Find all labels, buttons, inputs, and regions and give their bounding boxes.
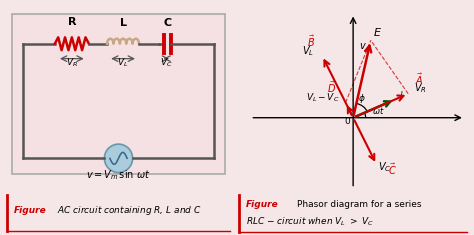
Text: $V_L-V_C$: $V_L-V_C$ — [307, 91, 340, 104]
Text: $V_C$: $V_C$ — [378, 160, 391, 174]
Text: $V_L$: $V_L$ — [302, 44, 314, 58]
Text: $v = V_m\,\sin\,\omega t$: $v = V_m\,\sin\,\omega t$ — [86, 168, 151, 182]
Text: Figure: Figure — [14, 206, 46, 215]
Text: Phasor diagram for a series: Phasor diagram for a series — [297, 200, 422, 209]
Text: $V_L$: $V_L$ — [118, 57, 129, 69]
Text: C: C — [164, 18, 172, 28]
Text: $\vec{B}$: $\vec{B}$ — [307, 34, 315, 49]
Text: $\vec{D}$: $\vec{D}$ — [327, 80, 336, 95]
Text: $\phi$: $\phi$ — [358, 92, 366, 105]
Text: $\omega t$: $\omega t$ — [372, 105, 384, 116]
Text: R: R — [68, 17, 76, 27]
Text: $E$: $E$ — [373, 26, 382, 38]
Text: $\vec{A}$: $\vec{A}$ — [415, 72, 423, 87]
Bar — [11, 14, 226, 174]
Text: 0: 0 — [344, 117, 350, 126]
Text: AC circuit containing $R$, $L$ and $C$: AC circuit containing $R$, $L$ and $C$ — [57, 204, 201, 217]
Text: $V_R$: $V_R$ — [66, 57, 78, 69]
Text: $\vec{C}$: $\vec{C}$ — [388, 161, 397, 176]
Text: $V_R$: $V_R$ — [414, 81, 427, 95]
Text: $I$: $I$ — [399, 89, 404, 101]
Text: Figure: Figure — [246, 200, 279, 209]
Text: $RLC$ $-$ circuit when $V_L$ $>$ $V_C$: $RLC$ $-$ circuit when $V_L$ $>$ $V_C$ — [246, 215, 374, 228]
Circle shape — [104, 144, 133, 172]
Text: L: L — [119, 18, 127, 28]
Text: $V_C$: $V_C$ — [160, 57, 173, 69]
Text: $v$: $v$ — [359, 41, 367, 51]
